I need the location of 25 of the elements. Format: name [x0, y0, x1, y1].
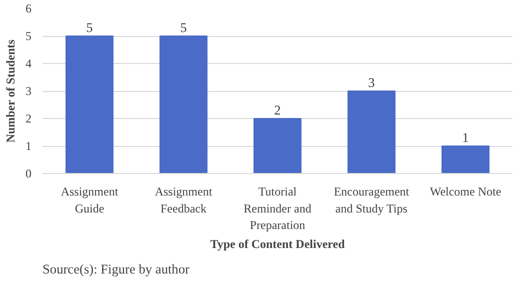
x-tick-label: Encouragement and Study Tips — [334, 184, 410, 216]
y-tick-label: 3 — [26, 84, 32, 98]
x-axis-title: Type of Content Delivered — [210, 237, 346, 252]
y-tick-label: 4 — [26, 56, 32, 70]
y-tick-label: 0 — [26, 166, 32, 180]
y-tick-label: 2 — [26, 112, 32, 126]
source-note: Source(s): Figure by author — [42, 262, 190, 276]
data-label: 5 — [86, 20, 94, 35]
x-tick-label: Assignment Feedback — [154, 184, 213, 216]
x-tick-label: Welcome Note — [430, 184, 502, 198]
y-tick-label: 6 — [26, 2, 32, 16]
x-tick-label: Tutorial Reminder and Preparation — [244, 184, 312, 232]
data-label: 2 — [274, 102, 281, 118]
bar — [254, 118, 302, 174]
x-tick-label: Assignment Guide — [60, 184, 119, 216]
bar — [160, 36, 208, 174]
data-label: 3 — [368, 75, 376, 90]
bar — [442, 146, 490, 174]
y-tick-label: 1 — [26, 139, 32, 153]
bar — [348, 90, 396, 174]
data-label: 1 — [462, 130, 469, 145]
data-label: 5 — [180, 20, 188, 35]
y-tick-label: 5 — [26, 29, 32, 43]
bar — [66, 36, 114, 174]
y-axis-title: Number of Students — [4, 39, 18, 143]
